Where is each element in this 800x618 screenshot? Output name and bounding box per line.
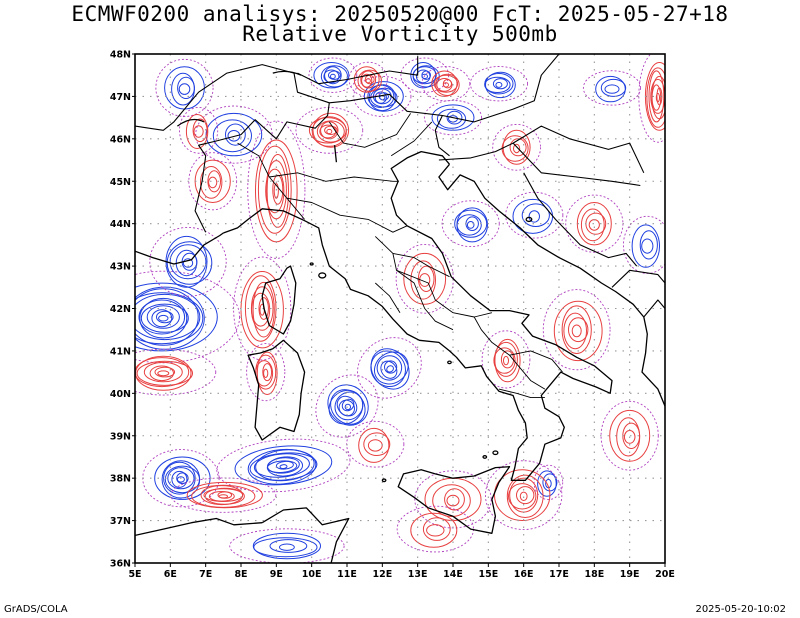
island <box>482 455 488 459</box>
positive-vorticity-center <box>233 256 292 361</box>
lon-label: 20E <box>655 569 675 580</box>
latitude-labels: 36N 37N 38N 39N 40N 41N 42N 43N 44N 45N 46N 47N 48N <box>110 50 135 570</box>
region-border <box>328 113 411 148</box>
lake-constance <box>272 70 302 76</box>
lat-label: 44N <box>110 219 131 230</box>
country-border <box>643 299 665 318</box>
positive-vorticity-center <box>135 348 217 396</box>
positive-vorticity-center <box>246 343 286 402</box>
region-border <box>509 350 563 373</box>
lat-label: 39N <box>110 431 131 442</box>
lat-label: 36N <box>110 559 131 570</box>
lat-label: 43N <box>110 262 131 273</box>
negative-vorticity-center <box>308 57 358 93</box>
lon-label: 8E <box>234 569 247 580</box>
country-border <box>297 56 419 85</box>
positive-vorticity-center <box>170 477 277 513</box>
negative-vorticity-center <box>469 66 528 102</box>
lat-label: 46N <box>110 134 131 145</box>
region-border <box>286 197 408 233</box>
lon-label: 14E <box>443 569 463 580</box>
positive-vorticity-center <box>179 107 219 154</box>
region-border <box>390 121 433 157</box>
country-border <box>442 54 560 123</box>
lon-label: 9E <box>270 569 283 580</box>
lon-label: 12E <box>372 569 392 580</box>
lon-label: 16E <box>514 569 534 580</box>
coastlines-borders <box>135 54 665 563</box>
island <box>492 450 499 456</box>
island <box>447 360 452 365</box>
country-border <box>194 93 450 233</box>
timestamp: 2025-05-20-10:02 <box>695 604 786 615</box>
map-title: ECMWF0200 analisys: 20250520@00 FcT: 202… <box>71 2 729 26</box>
positive-vorticity-center <box>421 66 471 102</box>
sardinia-coastline <box>247 339 306 441</box>
island <box>309 262 314 266</box>
lat-label: 48N <box>110 50 131 61</box>
positive-vorticity-center <box>485 460 563 530</box>
positive-vorticity-center <box>481 330 531 389</box>
region-border <box>396 269 493 318</box>
lon-label: 17E <box>549 569 569 580</box>
negative-vorticity-center <box>357 337 422 399</box>
lon-label: 11E <box>337 569 357 580</box>
map-subtitle: Relative Vorticity 500mb <box>242 22 558 46</box>
country-border <box>438 125 645 174</box>
negative-vorticity-center <box>441 200 500 248</box>
positive-vorticity-center <box>188 152 238 211</box>
region-border <box>269 172 399 182</box>
grads-credit: GrADS/COLA <box>4 604 68 615</box>
country-border <box>135 64 330 131</box>
negative-vorticity-center <box>216 438 351 493</box>
positive-vorticity-center <box>638 54 665 143</box>
country-border <box>512 142 641 187</box>
tunisia-coastline <box>261 507 350 563</box>
region-border <box>374 282 401 313</box>
negative-vorticity-center <box>582 70 642 106</box>
longitude-labels: 5E 6E 7E 8E 9E 10E 11E 12E 13E 14E 15E 16E 17E 18E 19E… <box>128 563 675 580</box>
positive-vorticity-center <box>542 289 611 371</box>
island <box>318 272 327 279</box>
balkan-coastline <box>438 163 665 407</box>
negative-vorticity-center <box>229 528 345 563</box>
lat-label: 45N <box>110 177 131 188</box>
lat-label: 47N <box>110 92 131 103</box>
positive-vorticity-center <box>600 400 659 471</box>
region-border <box>498 388 545 399</box>
italy-coastline <box>223 150 613 481</box>
country-border <box>611 269 665 288</box>
lon-label: 13E <box>408 569 428 580</box>
corsica-coastline <box>261 265 297 335</box>
positive-vorticity-center <box>396 505 474 553</box>
lat-label: 42N <box>110 304 131 315</box>
positive-vorticity-center <box>346 420 405 468</box>
lon-label: 7E <box>199 569 212 580</box>
island <box>525 216 533 223</box>
region-border <box>392 252 450 278</box>
lat-label: 40N <box>110 389 131 400</box>
lon-label: 15E <box>478 569 498 580</box>
country-border <box>523 172 638 267</box>
sicily-coastline <box>397 466 511 534</box>
island <box>381 478 387 483</box>
lon-label: 5E <box>128 569 141 580</box>
lat-label: 37N <box>110 516 131 527</box>
lake-geneva <box>177 118 205 127</box>
france-coastline <box>135 232 224 265</box>
algeria-coastline <box>135 517 263 537</box>
lat-label: 41N <box>110 346 131 357</box>
negative-vorticity-center <box>315 374 379 438</box>
lake-garda <box>333 145 338 163</box>
lat-label: 38N <box>110 474 131 485</box>
lon-label: 6E <box>164 569 177 580</box>
lon-label: 19E <box>620 569 640 580</box>
lon-label: 18E <box>584 569 604 580</box>
lon-label: 10E <box>302 569 322 580</box>
